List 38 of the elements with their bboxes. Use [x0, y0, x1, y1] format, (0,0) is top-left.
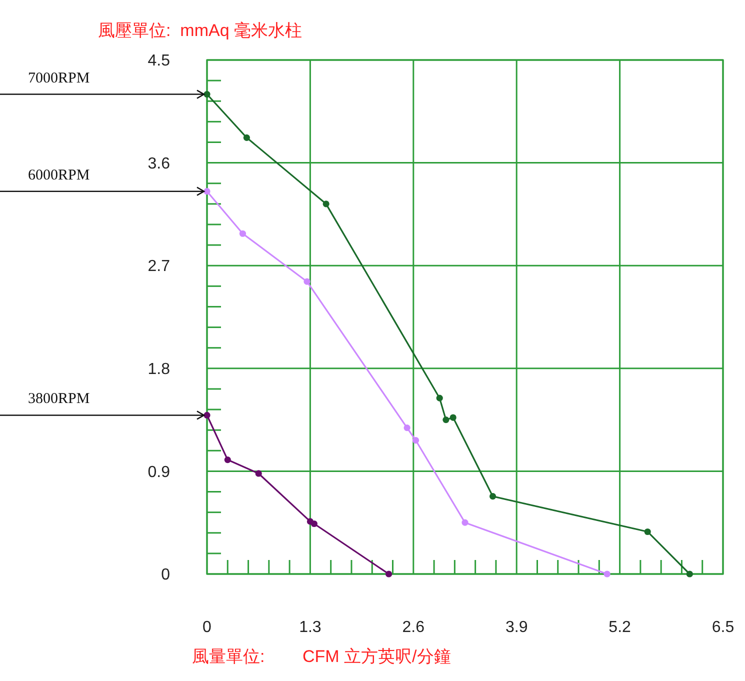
- y-tick-label: 0: [161, 566, 170, 584]
- y-axis-title: 風壓單位: mmAq 毫米水柱: [98, 21, 302, 40]
- point: [255, 470, 262, 477]
- point: [304, 278, 310, 285]
- y-tick-label: 1.8: [148, 361, 170, 378]
- point: [243, 134, 250, 141]
- x-tick-label: 1.3: [299, 619, 322, 636]
- text: 6000RPM: [28, 167, 90, 184]
- point: [204, 188, 210, 195]
- point: [450, 414, 456, 421]
- x-tick-label: 6.5: [712, 619, 734, 636]
- text: 3800RPM: [28, 391, 90, 408]
- point: [644, 528, 651, 536]
- x-tick-label: 0: [202, 619, 212, 636]
- point: [204, 412, 210, 419]
- point: [204, 90, 210, 98]
- y-tick-label: 4.5: [148, 52, 170, 70]
- x-tick-label: 3.9: [505, 619, 528, 636]
- point: [686, 570, 693, 578]
- point: [462, 519, 468, 526]
- x-axis-title: 風量單位: CFM 立方英呎/分鐘: [192, 647, 451, 666]
- x-tick-label: 2.6: [402, 619, 425, 636]
- point: [442, 416, 450, 424]
- point: [385, 570, 392, 578]
- y-tick-label: 2.7: [148, 258, 170, 276]
- y-tick-label: 3.6: [148, 155, 170, 172]
- point: [239, 230, 246, 237]
- point: [224, 456, 231, 464]
- point: [436, 394, 443, 402]
- y-tick-label: 0.9: [148, 464, 170, 481]
- point: [412, 437, 420, 444]
- point: [404, 424, 410, 432]
- point: [322, 200, 330, 208]
- point: [489, 493, 496, 500]
- point: [604, 570, 610, 578]
- x-tick-label: 5.2: [608, 619, 632, 636]
- point: [310, 520, 318, 528]
- text: 7000RPM: [28, 70, 90, 86]
